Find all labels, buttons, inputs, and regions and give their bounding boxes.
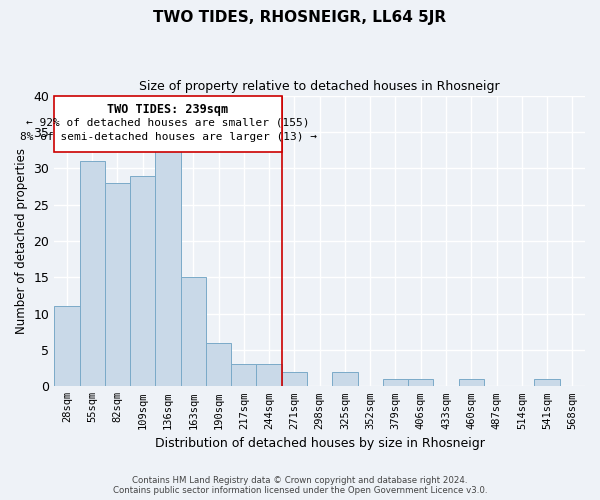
Bar	[181, 278, 206, 386]
Bar	[282, 372, 307, 386]
Text: TWO TIDES: 239sqm: TWO TIDES: 239sqm	[107, 103, 229, 116]
Bar	[130, 176, 155, 386]
Text: TWO TIDES, RHOSNEIGR, LL64 5JR: TWO TIDES, RHOSNEIGR, LL64 5JR	[154, 10, 446, 25]
Text: 8% of semi-detached houses are larger (13) →: 8% of semi-detached houses are larger (1…	[20, 132, 317, 142]
Bar	[332, 372, 358, 386]
Bar	[535, 379, 560, 386]
Bar	[155, 146, 181, 386]
Bar	[80, 161, 105, 386]
Bar	[206, 342, 231, 386]
Bar	[408, 379, 433, 386]
Bar	[383, 379, 408, 386]
Bar	[54, 306, 80, 386]
Bar	[105, 183, 130, 386]
Bar	[256, 364, 282, 386]
Title: Size of property relative to detached houses in Rhosneigr: Size of property relative to detached ho…	[139, 80, 500, 93]
Y-axis label: Number of detached properties: Number of detached properties	[15, 148, 28, 334]
Bar	[231, 364, 256, 386]
X-axis label: Distribution of detached houses by size in Rhosneigr: Distribution of detached houses by size …	[155, 437, 485, 450]
Bar	[458, 379, 484, 386]
Text: Contains HM Land Registry data © Crown copyright and database right 2024.
Contai: Contains HM Land Registry data © Crown c…	[113, 476, 487, 495]
FancyBboxPatch shape	[54, 96, 282, 152]
Text: ← 92% of detached houses are smaller (155): ← 92% of detached houses are smaller (15…	[26, 118, 310, 128]
